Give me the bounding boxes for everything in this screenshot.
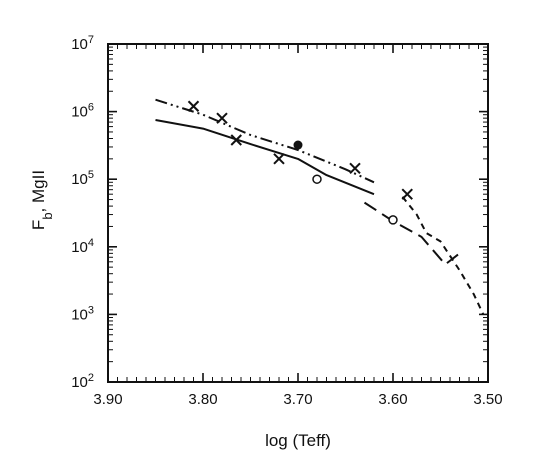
- series-line-dash-dot-dot: [155, 98, 375, 184]
- svg-text:Fb, MgII: Fb, MgII: [29, 170, 55, 230]
- x-tick-label: 3.80: [188, 391, 217, 408]
- open-circle-marker: [312, 174, 322, 184]
- filled-circle-marker: [293, 140, 303, 150]
- y-axis-label-rest: , MgII: [29, 170, 48, 213]
- series-layer: [155, 98, 485, 315]
- y-tick-label-base: 10: [71, 171, 88, 188]
- y-tick-label-exponent: 6: [88, 102, 94, 114]
- x-tick-label: 3.60: [378, 391, 407, 408]
- y-tick-label-base: 10: [71, 104, 88, 121]
- y-tick-label: 104: [71, 237, 94, 256]
- y-tick-label-exponent: 5: [88, 169, 94, 181]
- y-tick-label-exponent: 4: [88, 237, 94, 249]
- x-tick-label: 3.50: [473, 391, 502, 408]
- y-axis-label: Fb, MgII: [29, 170, 55, 230]
- cross-stroke: [230, 134, 242, 146]
- plot-frame: [107, 43, 489, 383]
- cross-marker: [273, 153, 285, 165]
- open-circle-marker: [388, 215, 398, 225]
- cross-stroke: [187, 100, 200, 112]
- cross-stroke: [349, 162, 361, 174]
- cross-stroke: [273, 153, 285, 165]
- y-tick-label: 103: [71, 304, 94, 323]
- y-tick-label-exponent: 7: [88, 34, 94, 46]
- y-tick-label-exponent: 3: [88, 304, 94, 316]
- x-tick-label: 3.70: [283, 391, 312, 408]
- y-tick-label: 102: [71, 372, 94, 391]
- series-line-short-dash: [401, 196, 485, 315]
- series-line-solid: [155, 119, 375, 196]
- marker-layer: [187, 100, 413, 225]
- y-tick-label-base: 10: [71, 36, 88, 53]
- y-tick-label-exponent: 2: [88, 372, 94, 384]
- y-axis-label-sub: b: [40, 212, 55, 219]
- cross-marker: [230, 134, 242, 146]
- y-tick-label: 107: [71, 34, 94, 53]
- series-line-long-dash: [363, 201, 461, 266]
- y-tick-label: 105: [71, 169, 94, 188]
- cross-marker: [216, 112, 228, 124]
- y-tick-label-base: 10: [71, 306, 88, 323]
- cross-stroke: [216, 112, 228, 124]
- y-axis-label-main: F: [29, 220, 48, 230]
- cross-stroke: [401, 188, 413, 200]
- cross-marker: [349, 162, 361, 174]
- ticks: [107, 43, 489, 383]
- y-tick-label: 106: [71, 102, 94, 121]
- plot-border: [107, 43, 489, 383]
- cross-marker: [187, 100, 200, 112]
- y-tick-label-base: 10: [71, 374, 88, 391]
- cross-marker: [401, 188, 413, 200]
- x-tick-label: 3.90: [93, 391, 122, 408]
- x-axis-label: log (Teff): [265, 431, 331, 450]
- y-tick-label-base: 10: [71, 239, 88, 256]
